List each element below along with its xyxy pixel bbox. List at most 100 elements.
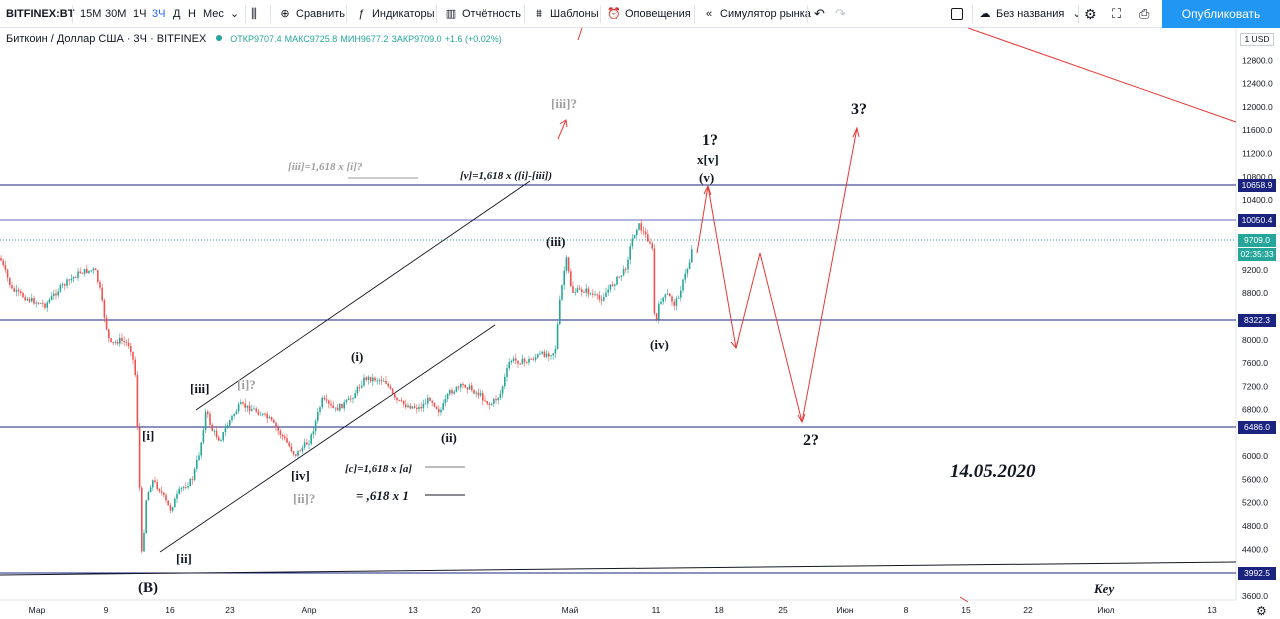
wave-label-iv-paren[interactable]: (iv) xyxy=(650,337,669,352)
candle-body xyxy=(640,223,642,231)
price-box-current[interactable]: 9709.0 xyxy=(1238,234,1276,247)
forecast-path[interactable] xyxy=(696,127,858,423)
candle-body xyxy=(482,393,484,401)
channel-upper-line[interactable] xyxy=(195,180,531,411)
candle-body xyxy=(213,430,216,432)
trend-line-base[interactable] xyxy=(0,561,1237,576)
camera-icon[interactable]: ⎙ xyxy=(1139,6,1150,21)
replay-button[interactable]: « Симулятор рынка xyxy=(702,0,811,28)
resistance-trend-line[interactable] xyxy=(967,27,1237,123)
interval-3h[interactable]: 3Ч xyxy=(152,8,166,20)
price-box-3992[interactable]: 3992.5 xyxy=(1238,567,1276,580)
price-box-6486[interactable]: 6486.0 xyxy=(1238,421,1276,434)
alerts-button[interactable]: ⏰ Оповещения xyxy=(607,0,691,28)
candle-body xyxy=(310,434,312,444)
interval-15m[interactable]: 15М xyxy=(80,8,102,20)
fullscreen-square-icon[interactable] xyxy=(951,0,963,28)
candle-body xyxy=(405,404,407,408)
candle-body xyxy=(389,386,392,389)
price-box-10050[interactable]: 10050.4 xyxy=(1238,214,1276,227)
candle-body xyxy=(42,303,44,305)
time-tick-label: 20 xyxy=(471,605,481,615)
time-tick-label: 11 xyxy=(652,605,661,615)
publish-button[interactable]: Опубликовать xyxy=(1162,0,1280,28)
candle-body xyxy=(90,270,92,272)
wave-label-xv[interactable]: x[v] xyxy=(697,152,719,167)
candle-body xyxy=(352,398,354,400)
wave-label-ii-q[interactable]: [ii]? xyxy=(293,491,315,506)
redo-icon[interactable]: ↷ xyxy=(835,6,846,21)
note-fib-618[interactable]: = ,618 x 1 xyxy=(356,488,409,503)
legend-low: МИН9677.2 xyxy=(340,34,389,44)
wave-label-i-q[interactable]: [i]? xyxy=(237,377,256,392)
price-tick-label: 9200.0 xyxy=(1242,265,1268,275)
candle-body xyxy=(48,299,51,303)
price-box-10658[interactable]: 10658.9 xyxy=(1238,179,1276,192)
candle-body xyxy=(97,270,99,282)
indicators-button[interactable]: ƒ Индикаторы xyxy=(354,0,435,28)
expand-icon[interactable]: ⛶ xyxy=(1112,6,1122,21)
candle-body xyxy=(662,297,664,302)
candlestick-series[interactable] xyxy=(0,219,693,554)
wave-label-iii-bracket[interactable]: [iii] xyxy=(190,381,210,396)
candle-body xyxy=(209,413,211,425)
price-tick-label: 5600.0 xyxy=(1242,474,1268,484)
candle-body xyxy=(237,404,240,412)
replay-label: Симулятор рынка xyxy=(720,8,811,20)
wave-label-i-bracket[interactable]: [i] xyxy=(142,428,154,443)
note-fib-v[interactable]: [v]=1,618 x ([i]-[iii]) xyxy=(460,170,552,182)
wave-label-1-q[interactable]: 1? xyxy=(702,132,718,149)
templates-label: Шаблоны xyxy=(550,8,599,20)
candle-body xyxy=(358,386,361,388)
wave-label-3-q[interactable]: 3? xyxy=(851,101,867,118)
financials-button[interactable]: ▥ Отчётность xyxy=(444,0,521,28)
candle-body xyxy=(121,337,123,341)
time-tick-label: 16 xyxy=(165,605,175,615)
wave-label-iv-bracket[interactable]: [iv] xyxy=(291,468,310,483)
note-date[interactable]: 14.05.2020 xyxy=(950,461,1036,482)
interval-1mo[interactable]: Мес xyxy=(203,8,224,20)
gear-icon[interactable]: ⚙ xyxy=(1084,6,1097,22)
interval-30m[interactable]: 30М xyxy=(105,8,127,20)
note-key[interactable]: Key xyxy=(1093,581,1114,596)
candles-icon[interactable]: ⫼ xyxy=(251,6,257,21)
gear-icon[interactable]: ⚙ xyxy=(1256,604,1267,618)
candle-body xyxy=(330,403,332,406)
candle-body xyxy=(385,380,387,384)
bar-chart-icon: ▥ xyxy=(445,8,457,20)
wave-label-ii-paren[interactable]: (ii) xyxy=(441,430,457,445)
wave-label-B[interactable]: (B) xyxy=(138,580,158,596)
wave-label-iii-q[interactable]: [iii]? xyxy=(551,96,577,111)
currency-label[interactable]: 1 USD xyxy=(1240,33,1274,46)
candle-body xyxy=(332,405,334,408)
channel-lower-line[interactable] xyxy=(159,324,496,553)
note-fib-iii[interactable]: [iii]=1,618 x [i]? xyxy=(288,161,363,173)
candle-body xyxy=(354,393,356,399)
price-tick-label: 7200.0 xyxy=(1242,381,1268,391)
compare-button[interactable]: ⊕ Сравнить xyxy=(278,0,345,28)
wave-label-2-q[interactable]: 2? xyxy=(803,432,819,449)
candle-body xyxy=(116,341,119,344)
candle-body xyxy=(506,368,508,377)
wave-label-i-paren[interactable]: (i) xyxy=(351,349,363,364)
undo-icon[interactable]: ↶ xyxy=(814,6,825,21)
symbol-search[interactable]: BITFINEX:BT xyxy=(6,8,75,20)
wave-label-ii-bracket[interactable]: [ii] xyxy=(176,551,192,566)
candle-body xyxy=(279,430,282,435)
price-box-8322[interactable]: 8322.3 xyxy=(1238,314,1276,327)
interval-1h[interactable]: 1Ч xyxy=(133,8,147,20)
wave-label-v[interactable]: (v) xyxy=(699,170,714,185)
note-fib-c[interactable]: [c]=1,618 x [a] xyxy=(345,463,412,475)
time-tick-label: Май xyxy=(562,605,579,615)
wave-label-iii-paren[interactable]: (iii) xyxy=(546,234,566,249)
candle-body xyxy=(284,436,286,439)
candle-body xyxy=(178,488,180,494)
legend-title[interactable]: Биткоин / Доллар США · 3Ч · BITFINEX xyxy=(6,33,207,45)
chevron-down-icon[interactable]: ⌄ xyxy=(230,8,240,20)
interval-1w[interactable]: Н xyxy=(188,8,196,20)
templates-button[interactable]: ⩩ Шаблоны xyxy=(532,0,599,28)
layout-menu[interactable]: ☁ Без названия ⌄ xyxy=(978,0,1082,28)
price-tick-label: 12000.0 xyxy=(1242,102,1273,112)
interval-1d[interactable]: Д xyxy=(173,8,181,20)
